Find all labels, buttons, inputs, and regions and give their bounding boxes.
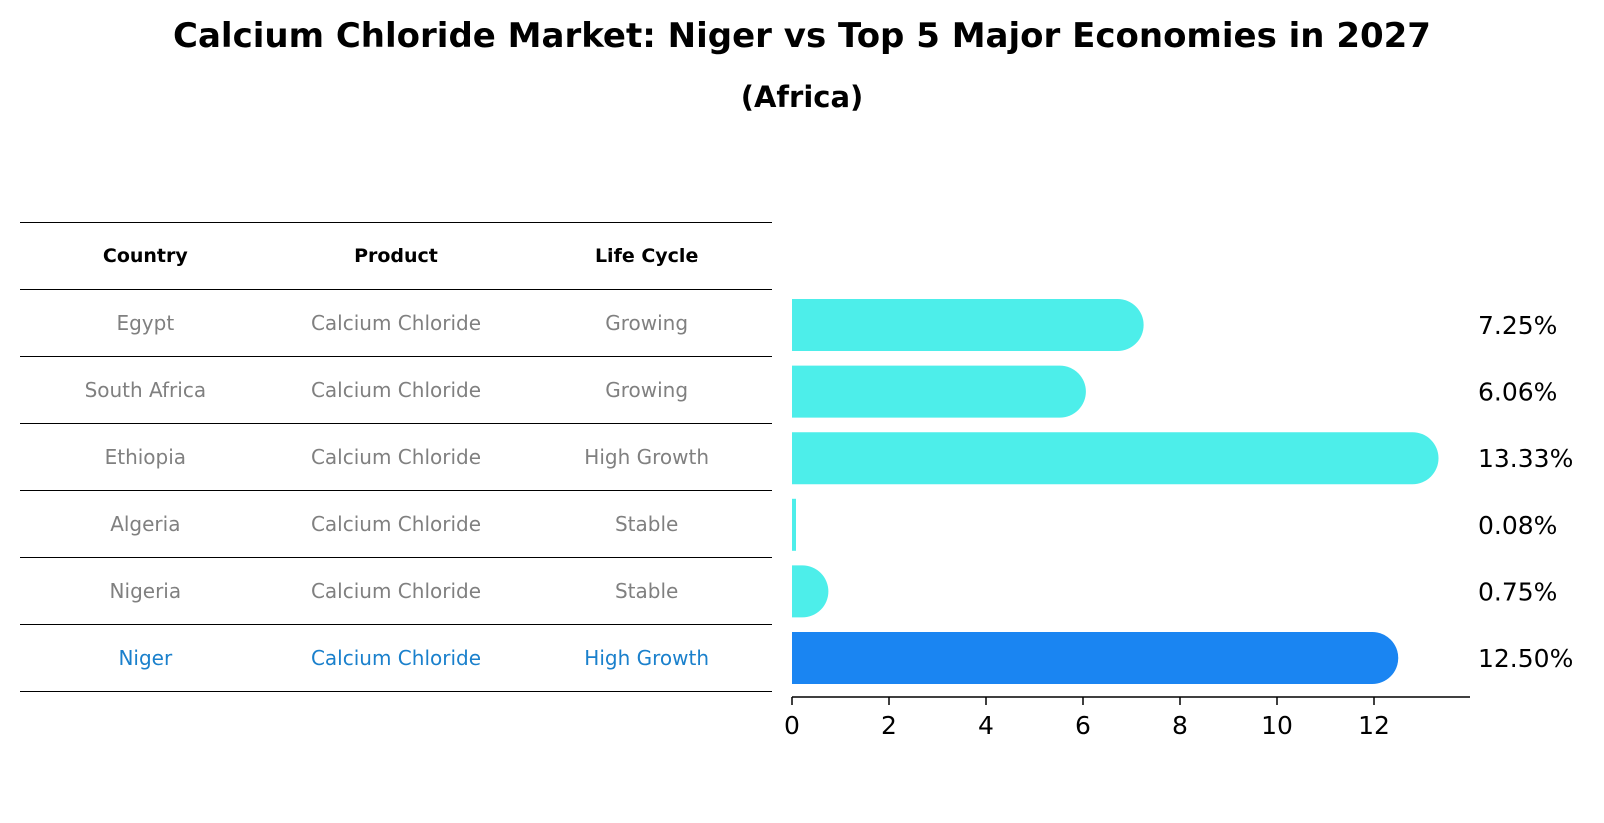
x-tick-label: 4 [978,711,994,740]
cell-life-cycle: Stable [521,557,772,625]
market-table: Country Product Life Cycle Egypt Calcium… [20,222,772,692]
cell-country: Nigeria [20,557,271,625]
bar-value-label: 0.08% [1478,511,1557,540]
table-row: Ethiopia Calcium Chloride High Growth [20,423,772,491]
bar-highlighted [792,632,1399,684]
bar [792,498,796,551]
cell-country: Algeria [20,490,271,558]
header-product: Product [270,222,522,290]
chart-title: Calcium Chloride Market: Niger vs Top 5 … [173,16,1431,56]
cell-life-cycle: High Growth [521,423,772,491]
header-country: Country [20,222,271,290]
cell-country: South Africa [20,356,271,424]
bar-value-label: 7.25% [1478,311,1557,340]
cell-country: Egypt [20,289,271,357]
bar-value-label: 12.50% [1478,644,1573,673]
chart-subtitle: (Africa) [740,80,864,114]
cell-country: Niger [20,624,271,692]
table-row-highlighted: Niger Calcium Chloride High Growth [20,624,772,692]
bar [792,432,1439,485]
cell-product: Calcium Chloride [270,624,522,692]
cell-product: Calcium Chloride [270,490,522,558]
cell-life-cycle: High Growth [521,624,772,692]
cell-product: Calcium Chloride [270,423,522,491]
x-tick-label: 10 [1261,711,1293,740]
cell-life-cycle: Growing [521,289,772,357]
table-row: Algeria Calcium Chloride Stable [20,490,772,558]
bar-value-label: 0.75% [1478,577,1557,606]
cell-product: Calcium Chloride [270,289,522,357]
header-life-cycle: Life Cycle [521,222,772,290]
x-tick-label: 0 [784,711,800,740]
table-row: South Africa Calcium Chloride Growing [20,356,772,424]
bar-value-label: 13.33% [1478,444,1573,473]
market-table-wrapper: Country Product Life Cycle Egypt Calcium… [20,222,772,692]
bar [792,565,829,618]
cell-life-cycle: Stable [521,490,772,558]
x-tick-label: 2 [881,711,897,740]
table-row: Nigeria Calcium Chloride Stable [20,557,772,625]
cell-life-cycle: Growing [521,356,772,424]
table-header-row: Country Product Life Cycle [20,222,772,290]
bar [792,299,1144,351]
table-row: Egypt Calcium Chloride Growing [20,289,772,357]
x-tick-label: 12 [1358,711,1390,740]
bar-value-label: 6.06% [1478,378,1557,407]
cell-product: Calcium Chloride [270,557,522,625]
x-tick-label: 6 [1075,711,1091,740]
cell-product: Calcium Chloride [270,356,522,424]
x-tick-label: 8 [1172,711,1188,740]
bar [792,365,1086,418]
cell-country: Ethiopia [20,423,271,491]
